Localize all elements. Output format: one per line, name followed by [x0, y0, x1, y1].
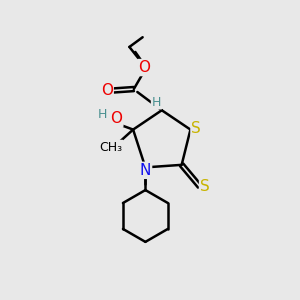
Text: O: O: [110, 111, 122, 126]
Text: H: H: [98, 108, 107, 122]
Text: CH₃: CH₃: [100, 141, 123, 154]
Text: H: H: [152, 95, 161, 109]
Text: S: S: [200, 179, 210, 194]
Text: S: S: [191, 121, 201, 136]
Text: N: N: [140, 163, 151, 178]
Text: O: O: [138, 60, 150, 75]
Text: O: O: [101, 83, 113, 98]
